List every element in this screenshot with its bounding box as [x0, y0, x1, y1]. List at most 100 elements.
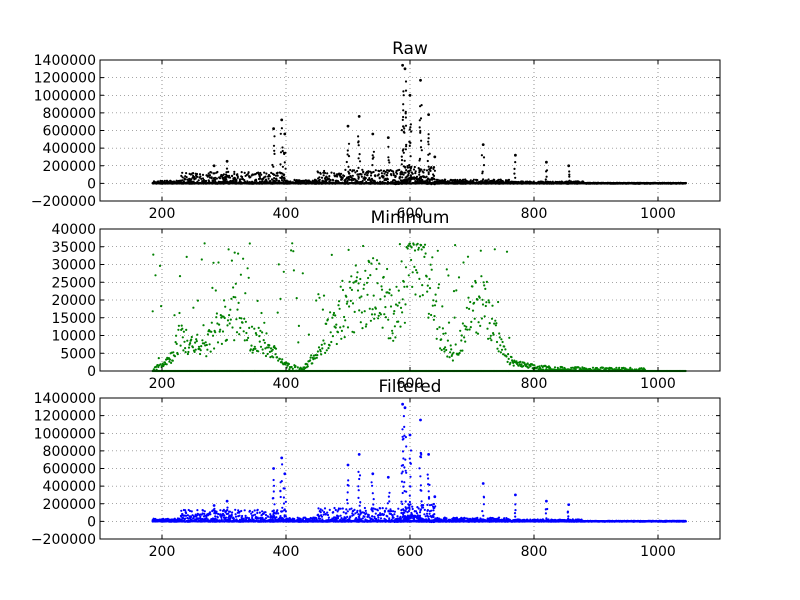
data-point	[347, 142, 351, 145]
data-point	[205, 343, 208, 347]
data-point	[409, 174, 412, 177]
data-point	[283, 173, 286, 176]
data-point	[323, 169, 326, 173]
data-point	[420, 248, 423, 251]
data-point	[340, 178, 343, 181]
data-point	[368, 307, 371, 310]
data-point	[209, 350, 212, 353]
data-point	[240, 181, 243, 184]
data-point	[203, 242, 206, 245]
y-tick-label: 0	[87, 176, 96, 192]
data-point	[330, 253, 333, 256]
data-point	[495, 322, 498, 325]
data-point	[180, 324, 183, 327]
data-point	[226, 324, 229, 327]
data-point	[391, 329, 394, 332]
data-point	[492, 180, 495, 183]
data-point	[370, 313, 374, 316]
data-point	[485, 179, 488, 182]
data-point	[420, 104, 423, 107]
data-point	[346, 124, 350, 128]
data-point	[618, 366, 621, 369]
data-point	[335, 342, 338, 346]
data-point	[193, 176, 196, 179]
data-point	[360, 175, 363, 178]
data-point	[479, 249, 482, 252]
data-point	[370, 177, 373, 180]
data-point	[290, 249, 293, 252]
data-point	[417, 167, 420, 170]
data-point	[208, 174, 212, 177]
data-point	[357, 173, 360, 176]
data-point	[333, 172, 336, 175]
data-point	[322, 174, 325, 177]
data-point	[253, 345, 256, 348]
data-point	[348, 305, 351, 308]
data-point	[489, 337, 492, 340]
data-point	[453, 316, 456, 319]
data-point	[480, 154, 483, 157]
data-point	[545, 170, 548, 173]
data-point	[317, 346, 321, 349]
data-point	[177, 324, 180, 327]
data-point	[236, 176, 239, 179]
data-point	[268, 175, 271, 178]
data-point	[317, 293, 320, 296]
data-point	[359, 321, 362, 324]
data-point	[497, 178, 500, 181]
data-point	[591, 366, 595, 369]
data-point	[418, 173, 421, 176]
data-point	[361, 168, 364, 171]
data-point	[212, 164, 216, 168]
data-point	[410, 130, 413, 133]
x-tick-label: 400	[273, 206, 300, 222]
data-point	[340, 172, 343, 175]
data-point	[425, 169, 429, 172]
data-point	[399, 306, 403, 309]
data-point	[370, 171, 373, 174]
data-point	[357, 177, 360, 180]
data-point	[364, 325, 367, 328]
data-point	[245, 339, 249, 342]
y-tick-label: 200000	[43, 159, 96, 175]
data-point	[376, 282, 379, 285]
data-point	[420, 244, 423, 247]
data-point	[366, 174, 369, 177]
data-point	[436, 178, 439, 181]
data-point	[381, 326, 384, 329]
data-point	[276, 311, 279, 314]
data-point	[476, 179, 479, 182]
data-point	[386, 136, 390, 140]
data-point	[520, 363, 523, 366]
data-point	[383, 181, 386, 184]
data-point	[331, 316, 334, 319]
data-point	[371, 164, 374, 167]
data-point	[322, 171, 325, 174]
data-point	[272, 165, 275, 168]
data-point	[306, 363, 309, 366]
data-point	[380, 288, 384, 291]
data-point	[318, 296, 321, 299]
data-point	[471, 309, 475, 312]
data-point	[615, 366, 618, 369]
data-point	[402, 125, 405, 128]
data-point	[403, 131, 406, 134]
data-point	[427, 172, 430, 176]
data-point	[185, 328, 188, 331]
data-point	[390, 174, 393, 177]
data-point	[356, 289, 360, 292]
data-point	[274, 353, 277, 356]
data-point	[413, 249, 417, 252]
x-tick-label: 400	[273, 376, 300, 392]
y-tick-label: −200000	[31, 194, 96, 210]
data-point	[383, 172, 386, 175]
y-tick-label: 1400000	[34, 53, 96, 69]
data-point	[258, 340, 261, 343]
data-point	[424, 252, 427, 255]
data-point	[479, 324, 482, 327]
data-point	[190, 338, 193, 341]
data-point	[430, 268, 433, 271]
data-point	[450, 348, 453, 351]
data-point	[500, 338, 503, 341]
data-point	[402, 280, 405, 283]
